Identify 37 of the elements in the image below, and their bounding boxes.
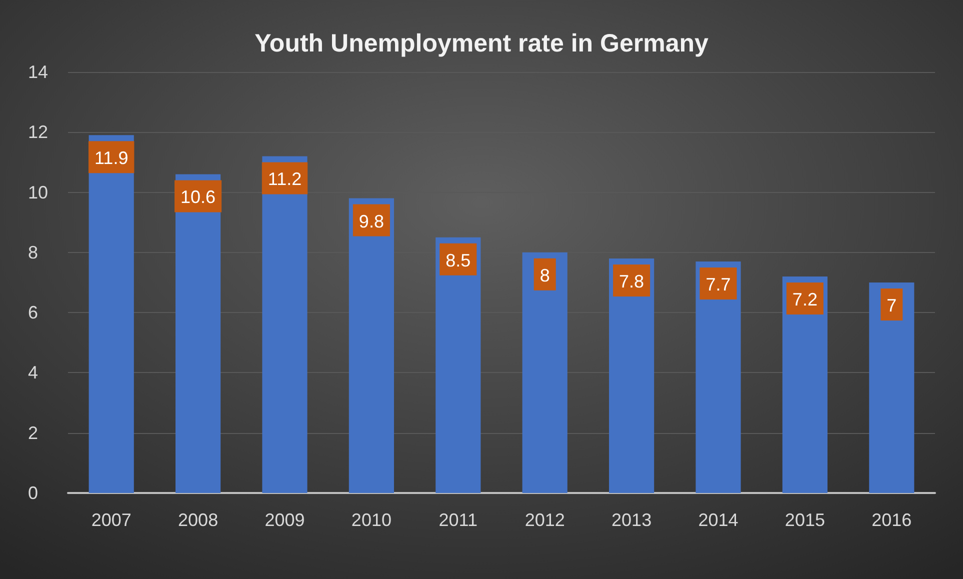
x-tick-label: 2007	[91, 510, 132, 530]
y-tick-label: 12	[28, 122, 48, 142]
data-label: 8.5	[446, 250, 471, 270]
data-label: 8	[540, 265, 550, 286]
data-label: 11.9	[94, 148, 128, 168]
bar	[88, 135, 134, 493]
chart-title: Youth Unemployment rate in Germany	[254, 30, 708, 58]
bar	[262, 156, 308, 493]
data-label: 7.2	[792, 289, 818, 310]
x-tick-label: 2009	[264, 510, 305, 530]
y-tick-label: 6	[28, 302, 38, 323]
data-label: 11.2	[268, 169, 302, 190]
x-tick-label: 2010	[351, 510, 392, 530]
x-tick-label: 2013	[612, 510, 652, 530]
data-label: 10.6	[180, 187, 216, 208]
y-tick-label: 10	[28, 182, 48, 202]
y-tick-label: 2	[28, 422, 38, 443]
bar	[522, 252, 568, 493]
x-tick-label: 2014	[698, 510, 738, 530]
y-tick-label: 4	[28, 362, 38, 383]
x-tick-label: 2011	[438, 510, 478, 530]
data-label: 7	[886, 296, 897, 316]
data-label: 7.8	[619, 271, 644, 292]
data-label: 7.7	[706, 274, 731, 294]
x-tick-label: 2015	[784, 510, 825, 530]
y-tick-label: 8	[28, 242, 38, 262]
x-tick-label: 2008	[178, 510, 218, 530]
bar	[348, 198, 394, 493]
bar	[436, 237, 481, 493]
data-label: 9.8	[358, 211, 384, 232]
y-tick-label: 14	[28, 62, 48, 82]
x-tick-label: 2016	[872, 510, 912, 530]
bar	[609, 258, 654, 493]
x-tick-label: 2012	[524, 510, 565, 530]
y-tick-label: 0	[28, 483, 38, 503]
bar	[176, 174, 221, 493]
bar	[869, 282, 914, 493]
